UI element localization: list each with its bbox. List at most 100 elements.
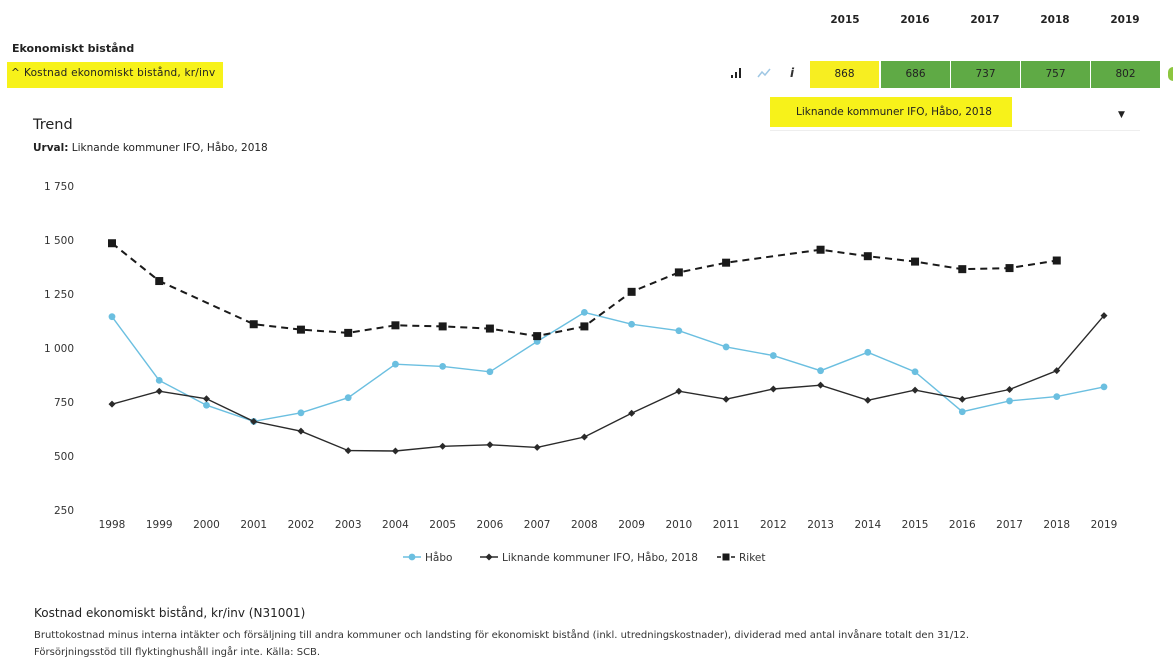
- x-tick-label: 2016: [949, 519, 976, 531]
- data-point: [864, 396, 872, 404]
- section-title: Ekonomiskt bistånd: [12, 42, 135, 55]
- x-tick-label: 2001: [240, 519, 267, 531]
- data-point: [438, 322, 447, 331]
- legend-marker: [722, 553, 730, 561]
- data-point: [203, 401, 210, 409]
- x-tick-label: 2011: [713, 519, 740, 531]
- data-point: [580, 322, 589, 331]
- data-point: [911, 257, 920, 266]
- data-point: [722, 258, 731, 267]
- y-tick-label: 1 750: [44, 181, 74, 193]
- x-tick-label: 2002: [288, 519, 315, 531]
- year-header: 2017: [970, 14, 1000, 26]
- kpi-value-cell[interactable]: 737: [951, 61, 1020, 88]
- data-point: [675, 387, 683, 395]
- data-point: [344, 447, 352, 455]
- year-header: 2015: [830, 14, 860, 26]
- data-point: [675, 327, 683, 335]
- data-point: [1100, 383, 1108, 391]
- x-tick-label: 2004: [382, 519, 409, 531]
- data-point: [202, 395, 210, 403]
- legend-marker: [408, 553, 416, 561]
- data-point: [486, 368, 494, 376]
- x-tick-label: 2003: [335, 519, 362, 531]
- legend-label: Riket: [739, 552, 766, 564]
- x-tick-label: 2005: [429, 519, 456, 531]
- data-point: [911, 368, 919, 376]
- data-point: [485, 324, 494, 333]
- data-point: [958, 265, 967, 274]
- footer-line: Bruttokostnad minus interna intäkter och…: [34, 630, 970, 641]
- data-point: [1005, 264, 1014, 273]
- data-point: [863, 252, 872, 261]
- data-point: [108, 239, 116, 248]
- data-point: [628, 409, 636, 417]
- data-point: [628, 320, 636, 328]
- chart-title: Trend: [33, 117, 73, 133]
- data-point: [817, 381, 825, 389]
- data-point: [1053, 393, 1061, 400]
- x-tick-label: 2007: [524, 519, 551, 531]
- legend-marker: [485, 553, 493, 561]
- year-header: 2016: [900, 14, 930, 26]
- y-tick-label: 1 500: [44, 235, 74, 247]
- data-point: [155, 277, 164, 286]
- trend-chart: 250 500 750 1 000 1 250 1 500 1 750 1998 1999 200…: [44, 181, 1118, 564]
- dropdown-arrow-icon[interactable]: ▼: [1118, 110, 1125, 120]
- data-point: [1100, 312, 1108, 320]
- data-point: [1006, 397, 1013, 405]
- y-tick-label: 250: [54, 505, 74, 517]
- data-point: [722, 395, 730, 403]
- data-point: [297, 409, 305, 417]
- data-point: [250, 417, 258, 425]
- legend-label: Liknande kommuner IFO, Håbo, 2018: [502, 551, 698, 564]
- data-point: [391, 447, 399, 455]
- data-point: [486, 441, 494, 449]
- data-point: [674, 268, 683, 277]
- x-tick-label: 2012: [760, 519, 787, 531]
- data-point: [769, 385, 777, 393]
- data-point: [391, 321, 400, 330]
- data-point: [439, 442, 447, 450]
- series-line: [111, 315, 1105, 452]
- x-tick-label: 1998: [99, 519, 126, 531]
- year-header: 2019: [1110, 14, 1140, 26]
- data-point: [958, 408, 966, 416]
- info-icon[interactable]: i: [790, 66, 795, 80]
- data-point: [580, 308, 588, 316]
- line-chart-icon[interactable]: [757, 67, 771, 82]
- data-point: [911, 386, 919, 394]
- x-tick-label: 2006: [477, 519, 504, 531]
- year-header: 2018: [1040, 14, 1070, 26]
- x-tick-label: 2018: [1043, 519, 1070, 531]
- y-tick-label: 1 250: [44, 289, 74, 301]
- kpi-value-cell[interactable]: 802: [1091, 61, 1160, 88]
- comparison-select[interactable]: Liknande kommuner IFO, Håbo, 2018: [770, 97, 1012, 127]
- x-tick-label: 2017: [996, 519, 1023, 531]
- data-point: [392, 360, 399, 368]
- data-point: [864, 348, 872, 356]
- bar-chart-icon[interactable]: [730, 67, 742, 82]
- data-point: [580, 433, 588, 441]
- kpi-value-cell[interactable]: 868: [810, 61, 879, 88]
- kpi-value-cell[interactable]: 757: [1021, 61, 1090, 88]
- chart-subtitle: Urval: Liknande kommuner IFO, Håbo, 2018: [33, 142, 268, 154]
- data-point: [344, 394, 352, 402]
- kpi-toggle[interactable]: ^ Kostnad ekonomiskt bistånd, kr/inv: [7, 62, 224, 88]
- data-point: [816, 245, 825, 254]
- urval-label: Urval:: [33, 142, 69, 154]
- y-tick-label: 750: [54, 397, 74, 409]
- divider: [770, 130, 1140, 131]
- data-point: [627, 287, 636, 296]
- kpi-value-cell[interactable]: 686: [881, 61, 950, 88]
- data-point: [1053, 367, 1061, 375]
- x-tick-label: 2010: [665, 519, 692, 531]
- x-tick-label: 2009: [618, 519, 645, 531]
- data-point: [297, 427, 305, 435]
- x-tick-label: 1999: [146, 519, 173, 531]
- data-point: [344, 328, 353, 337]
- x-tick-label: 2008: [571, 519, 598, 531]
- data-point: [958, 395, 966, 403]
- x-tick-label: 2019: [1091, 519, 1118, 531]
- footer-line: Försörjningsstöd till flyktinghushåll in…: [34, 647, 321, 658]
